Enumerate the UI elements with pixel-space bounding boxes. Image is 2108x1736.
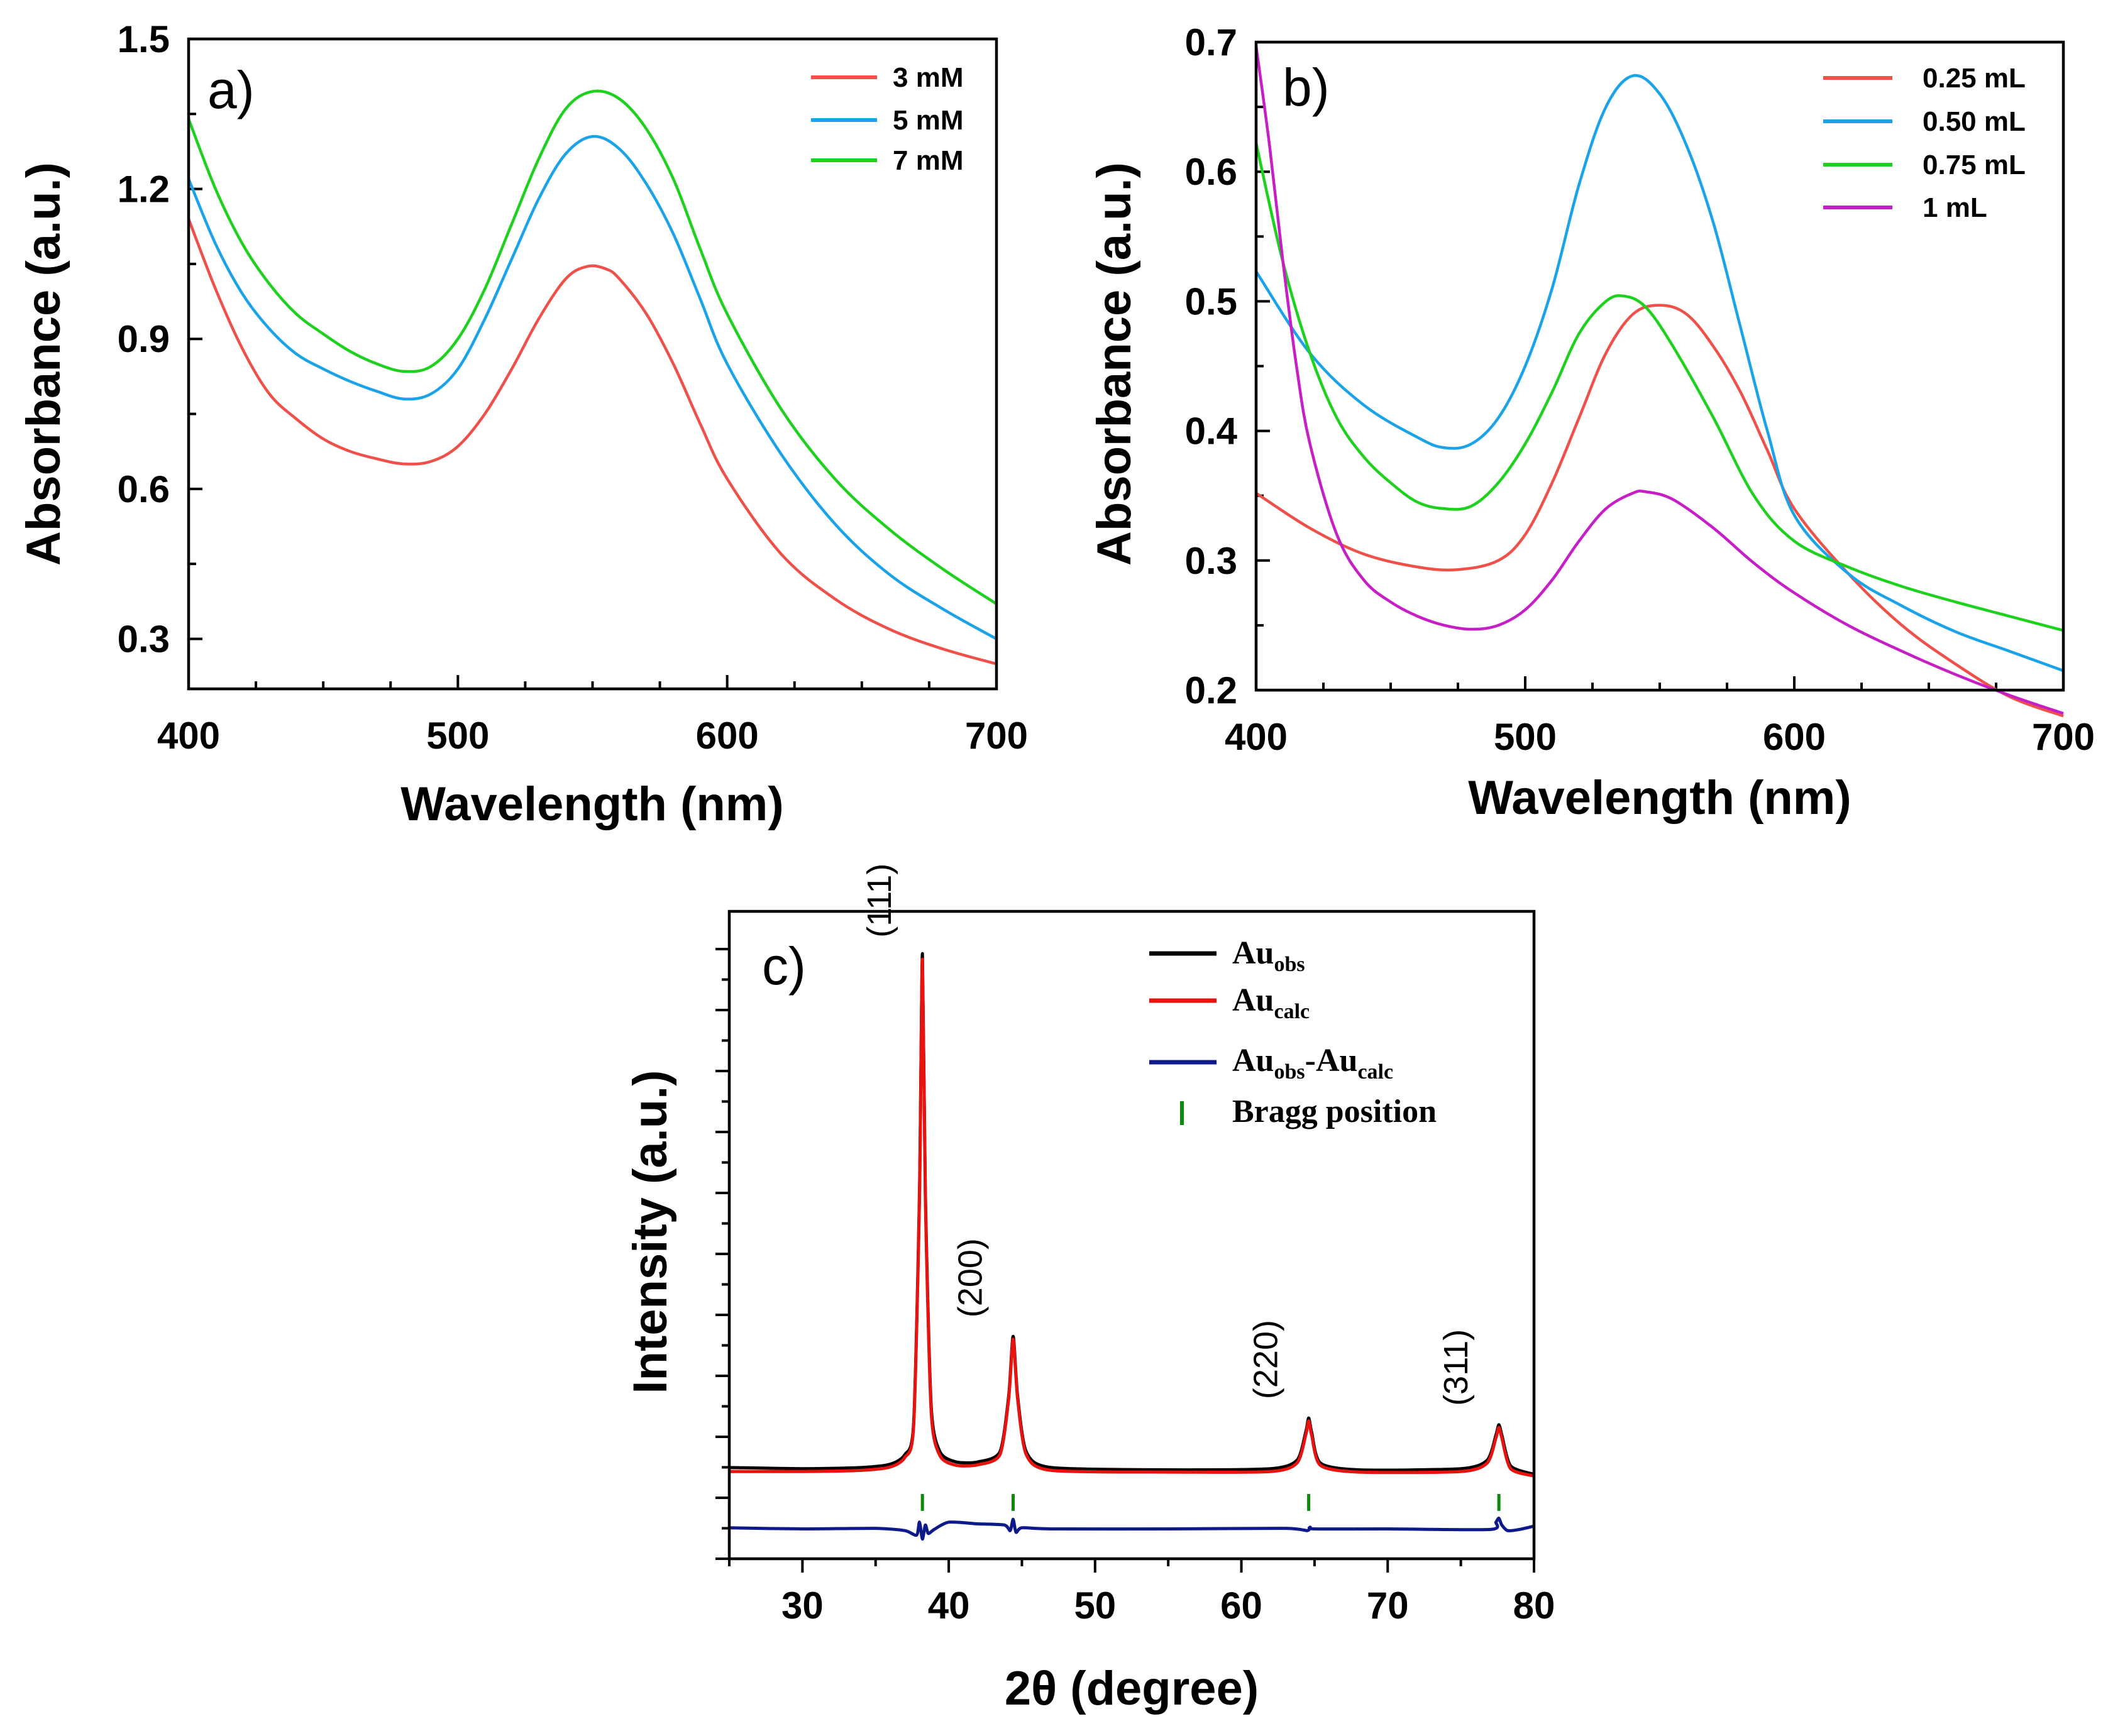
panel-b-series-0-75-ml [1254, 143, 2064, 632]
panel-a-legend: 3 mM 5 mM 7 mM [811, 62, 963, 176]
panel-b-series-0-25-ml [1255, 304, 2064, 718]
legend-b-label-050ml: 0.50 mL [1923, 106, 2026, 137]
panel-b-x-tick-label: 600 [1763, 716, 1826, 758]
panel-b-y-tick-label: 0.4 [1185, 410, 1238, 453]
panel-a-x-tick-label: 700 [965, 715, 1028, 757]
panel-b-y-tick-label: 0.2 [1185, 669, 1237, 711]
panel-a-x-tick-label: 500 [426, 715, 489, 757]
legend-b-label-025ml: 0.25 mL [1923, 63, 2026, 94]
peak-label-220: (220) [1247, 1320, 1285, 1399]
panel-c: 30 40 50 60 70 80 (111) (200) (220) (311) c) 2θ … [624, 864, 1555, 1715]
panel-a-x-tick-label: 600 [696, 715, 759, 757]
panel-b-y-tick-label: 0.6 [1185, 151, 1237, 193]
panel-b-y-tick-label: 0.7 [1185, 21, 1237, 63]
panel-a-x-tick-label: 400 [157, 715, 220, 757]
panel-b-x-tick-label: 400 [1225, 716, 1288, 758]
legend-b-label-1ml: 1 mL [1923, 192, 1987, 223]
legend-a-label-7mm: 7 mM [893, 145, 963, 176]
legend-c-label-bragg: Bragg position [1232, 1094, 1437, 1129]
panel-a-series-3-mm [187, 218, 997, 666]
panel-c-x-tick-label: 40 [928, 1585, 970, 1627]
panel-a-x-title: Wavelength (nm) [400, 777, 783, 831]
panel-b: 400 500 600 700 0.2 0.3 0.4 0.5 0.6 0.7 b) Wavele… [1088, 21, 2095, 825]
panel-a: 400 500 600 700 0.3 0.6 0.9 1.2 1.5 a) Wavelengt… [17, 18, 1028, 831]
panel-b-series-0-50-ml [1255, 74, 2064, 673]
peak-label-111: (111) [861, 864, 898, 938]
panel-c-y-title: Intensity (a.u.) [624, 1070, 677, 1393]
panel-b-label: b) [1283, 58, 1330, 117]
panel-b-y-title: Absorbance (a.u.) [1088, 162, 1141, 566]
panel-b-legend: 0.25 mL 0.50 mL 0.75 mL 1 mL [1823, 63, 2026, 223]
panel-c-series-au-calc [729, 957, 1535, 1478]
panel-c-x-tick-label: 30 [781, 1585, 824, 1627]
panel-a-y-title: Absorbance (a.u.) [17, 162, 70, 566]
panel-a-series-7-mm [187, 89, 998, 605]
panel-b-y-tick-label: 0.3 [1185, 540, 1237, 582]
panel-c-x-tick-label: 60 [1220, 1585, 1262, 1627]
panel-a-y-tick-label: 1.2 [118, 168, 170, 211]
panel-a-label: a) [207, 60, 255, 119]
panel-a-series-5-mm [187, 135, 998, 640]
legend-a-label-5mm: 5 mM [893, 105, 963, 136]
legend-c-label-diff: Auobs-Aucalc [1232, 1043, 1393, 1084]
panel-a-y-tick-label: 0.6 [118, 468, 170, 510]
legend-a-label-3mm: 3 mM [893, 62, 963, 93]
panel-c-x-tick-label: 50 [1074, 1585, 1116, 1627]
peak-label-200: (200) [952, 1238, 990, 1317]
panel-a-y-tick-label: 1.5 [118, 18, 170, 60]
panel-c-x-tick-label: 80 [1513, 1585, 1555, 1627]
panel-b-y-tick-label: 0.5 [1185, 280, 1237, 322]
panel-b-series-1-ml [1254, 45, 2064, 715]
peak-label-311: (311) [1437, 1329, 1475, 1406]
legend-b-label-075ml: 0.75 mL [1923, 150, 2026, 180]
panel-b-x-tick-label: 500 [1494, 716, 1557, 758]
panel-a-y-tick-label: 0.9 [118, 318, 170, 360]
panel-b-x-title: Wavelength (nm) [1468, 771, 1851, 825]
panel-c-x-title: 2θ (degree) [1005, 1662, 1259, 1715]
panel-c-frame [727, 909, 1536, 1561]
panel-a-y-tick-label: 0.3 [118, 618, 170, 660]
panel-a-frame [187, 37, 998, 691]
panel-c-x-tick-label: 70 [1367, 1585, 1409, 1627]
panel-c-series-au-obs-au-calc [729, 1517, 1535, 1541]
legend-c-label-calc: Aucalc [1232, 982, 1310, 1023]
panel-c-legend: Auobs Aucalc Auobs-Aucalc Bragg position [1149, 935, 1437, 1129]
panel-c-label: c) [762, 937, 806, 996]
legend-c-label-obs: Auobs [1232, 935, 1305, 976]
panel-b-frame [1254, 40, 2065, 692]
panel-c-series-au-obs [729, 952, 1535, 1476]
panel-b-x-tick-label: 700 [2032, 716, 2095, 758]
